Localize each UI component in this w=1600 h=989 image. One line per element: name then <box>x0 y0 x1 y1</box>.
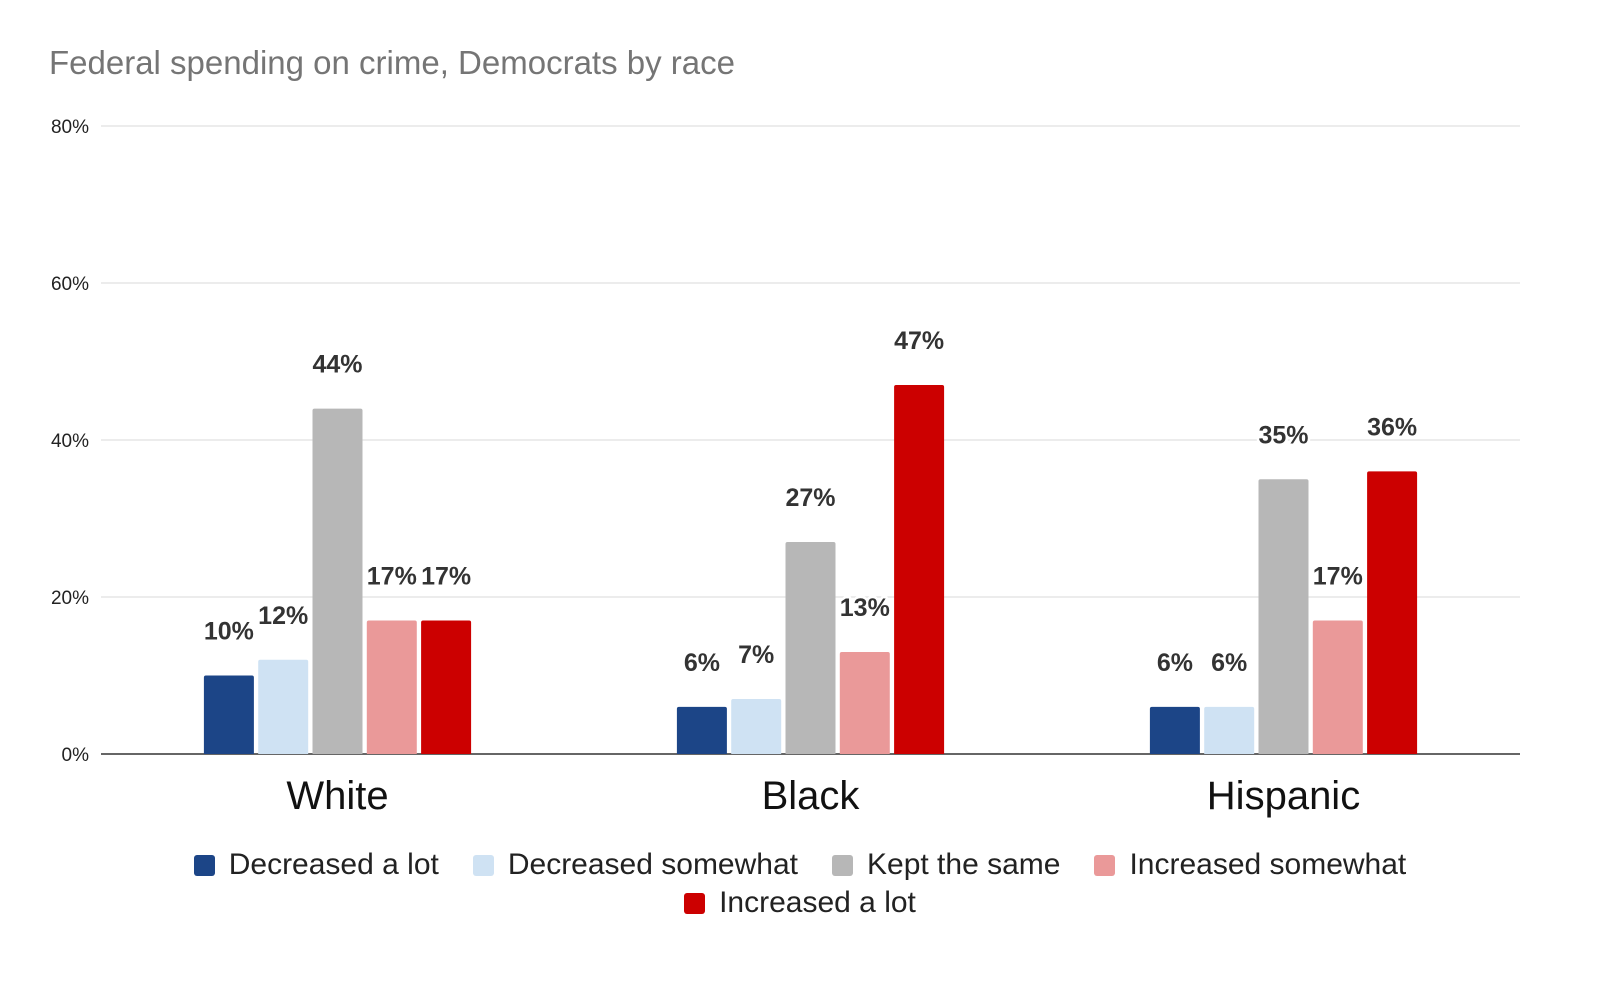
bar <box>1149 706 1200 754</box>
bar <box>894 385 945 754</box>
y-tick-label: 40% <box>51 431 89 452</box>
y-tick-label: 0% <box>62 745 90 766</box>
legend-item: Increased a lot <box>684 884 916 922</box>
data-label: 13% <box>840 594 890 622</box>
legend-label: Increased a lot <box>719 886 916 919</box>
chart-title: Federal spending on crime, Democrats by … <box>49 44 735 81</box>
x-tick-label: White <box>286 774 388 818</box>
legend-label: Decreased somewhat <box>507 848 798 881</box>
legend-item: Kept the same <box>832 846 1060 884</box>
bar <box>1204 706 1255 754</box>
legend-item: Increased somewhat <box>1094 846 1406 884</box>
legend-label: Decreased a lot <box>228 848 439 881</box>
data-label: 6% <box>684 649 720 677</box>
bar <box>258 659 309 754</box>
data-label: 44% <box>312 351 362 379</box>
bar <box>1367 471 1418 754</box>
x-tick-label: Hispanic <box>1207 774 1360 818</box>
bar <box>731 699 782 754</box>
bar <box>1312 620 1363 754</box>
data-label: 17% <box>421 563 471 591</box>
data-label: 6% <box>1157 649 1193 677</box>
y-axis-ticks: 0% 20% 40% 60% 80% <box>51 117 89 766</box>
legend-swatch <box>472 854 494 876</box>
bar <box>785 542 836 754</box>
bars <box>203 385 1418 754</box>
data-labels: 10%12%44%17% 17%6% 7%27%13%47%6% 6%35%17%36… <box>201 325 1419 680</box>
bar <box>312 408 363 754</box>
legend-swatch <box>832 854 853 876</box>
legend-swatch <box>193 854 215 876</box>
legend-swatch <box>1094 854 1116 876</box>
legend-item: Decreased somewhat <box>472 846 798 884</box>
y-tick-label: 80% <box>51 117 89 138</box>
bar <box>366 620 417 754</box>
bar <box>839 651 890 754</box>
legend-item: Decreased a lot <box>193 846 439 884</box>
legend-swatch <box>684 892 706 914</box>
y-tick-label: 60% <box>51 274 89 295</box>
data-label: 47% <box>894 327 944 355</box>
legend-label: Kept the same <box>867 848 1061 881</box>
data-label: 10% <box>204 618 254 646</box>
y-tick-label: 20% <box>51 588 89 609</box>
data-label: 17% <box>1313 563 1363 591</box>
bar <box>421 620 472 754</box>
x-tick-label: Black <box>762 774 861 818</box>
legend: Decreased a lot Decreased somewhat Kept th… <box>0 846 1600 922</box>
data-label: 7% <box>738 641 774 669</box>
data-label: 17% <box>367 563 417 591</box>
data-label: 27% <box>785 484 835 512</box>
x-axis-ticks: White Black Hispanic <box>286 774 1360 818</box>
legend-label: Increased somewhat <box>1129 848 1407 881</box>
data-label: 6% <box>1211 649 1247 677</box>
data-label: 36% <box>1367 413 1417 441</box>
data-label: 35% <box>1258 421 1308 449</box>
bar <box>203 675 254 754</box>
legend-row: Increased a lot <box>0 884 1600 922</box>
bar <box>676 706 727 754</box>
bar <box>1258 479 1309 754</box>
data-label: 12% <box>258 602 308 630</box>
legend-row: Decreased a lot Decreased somewhat Kept th… <box>0 846 1600 884</box>
